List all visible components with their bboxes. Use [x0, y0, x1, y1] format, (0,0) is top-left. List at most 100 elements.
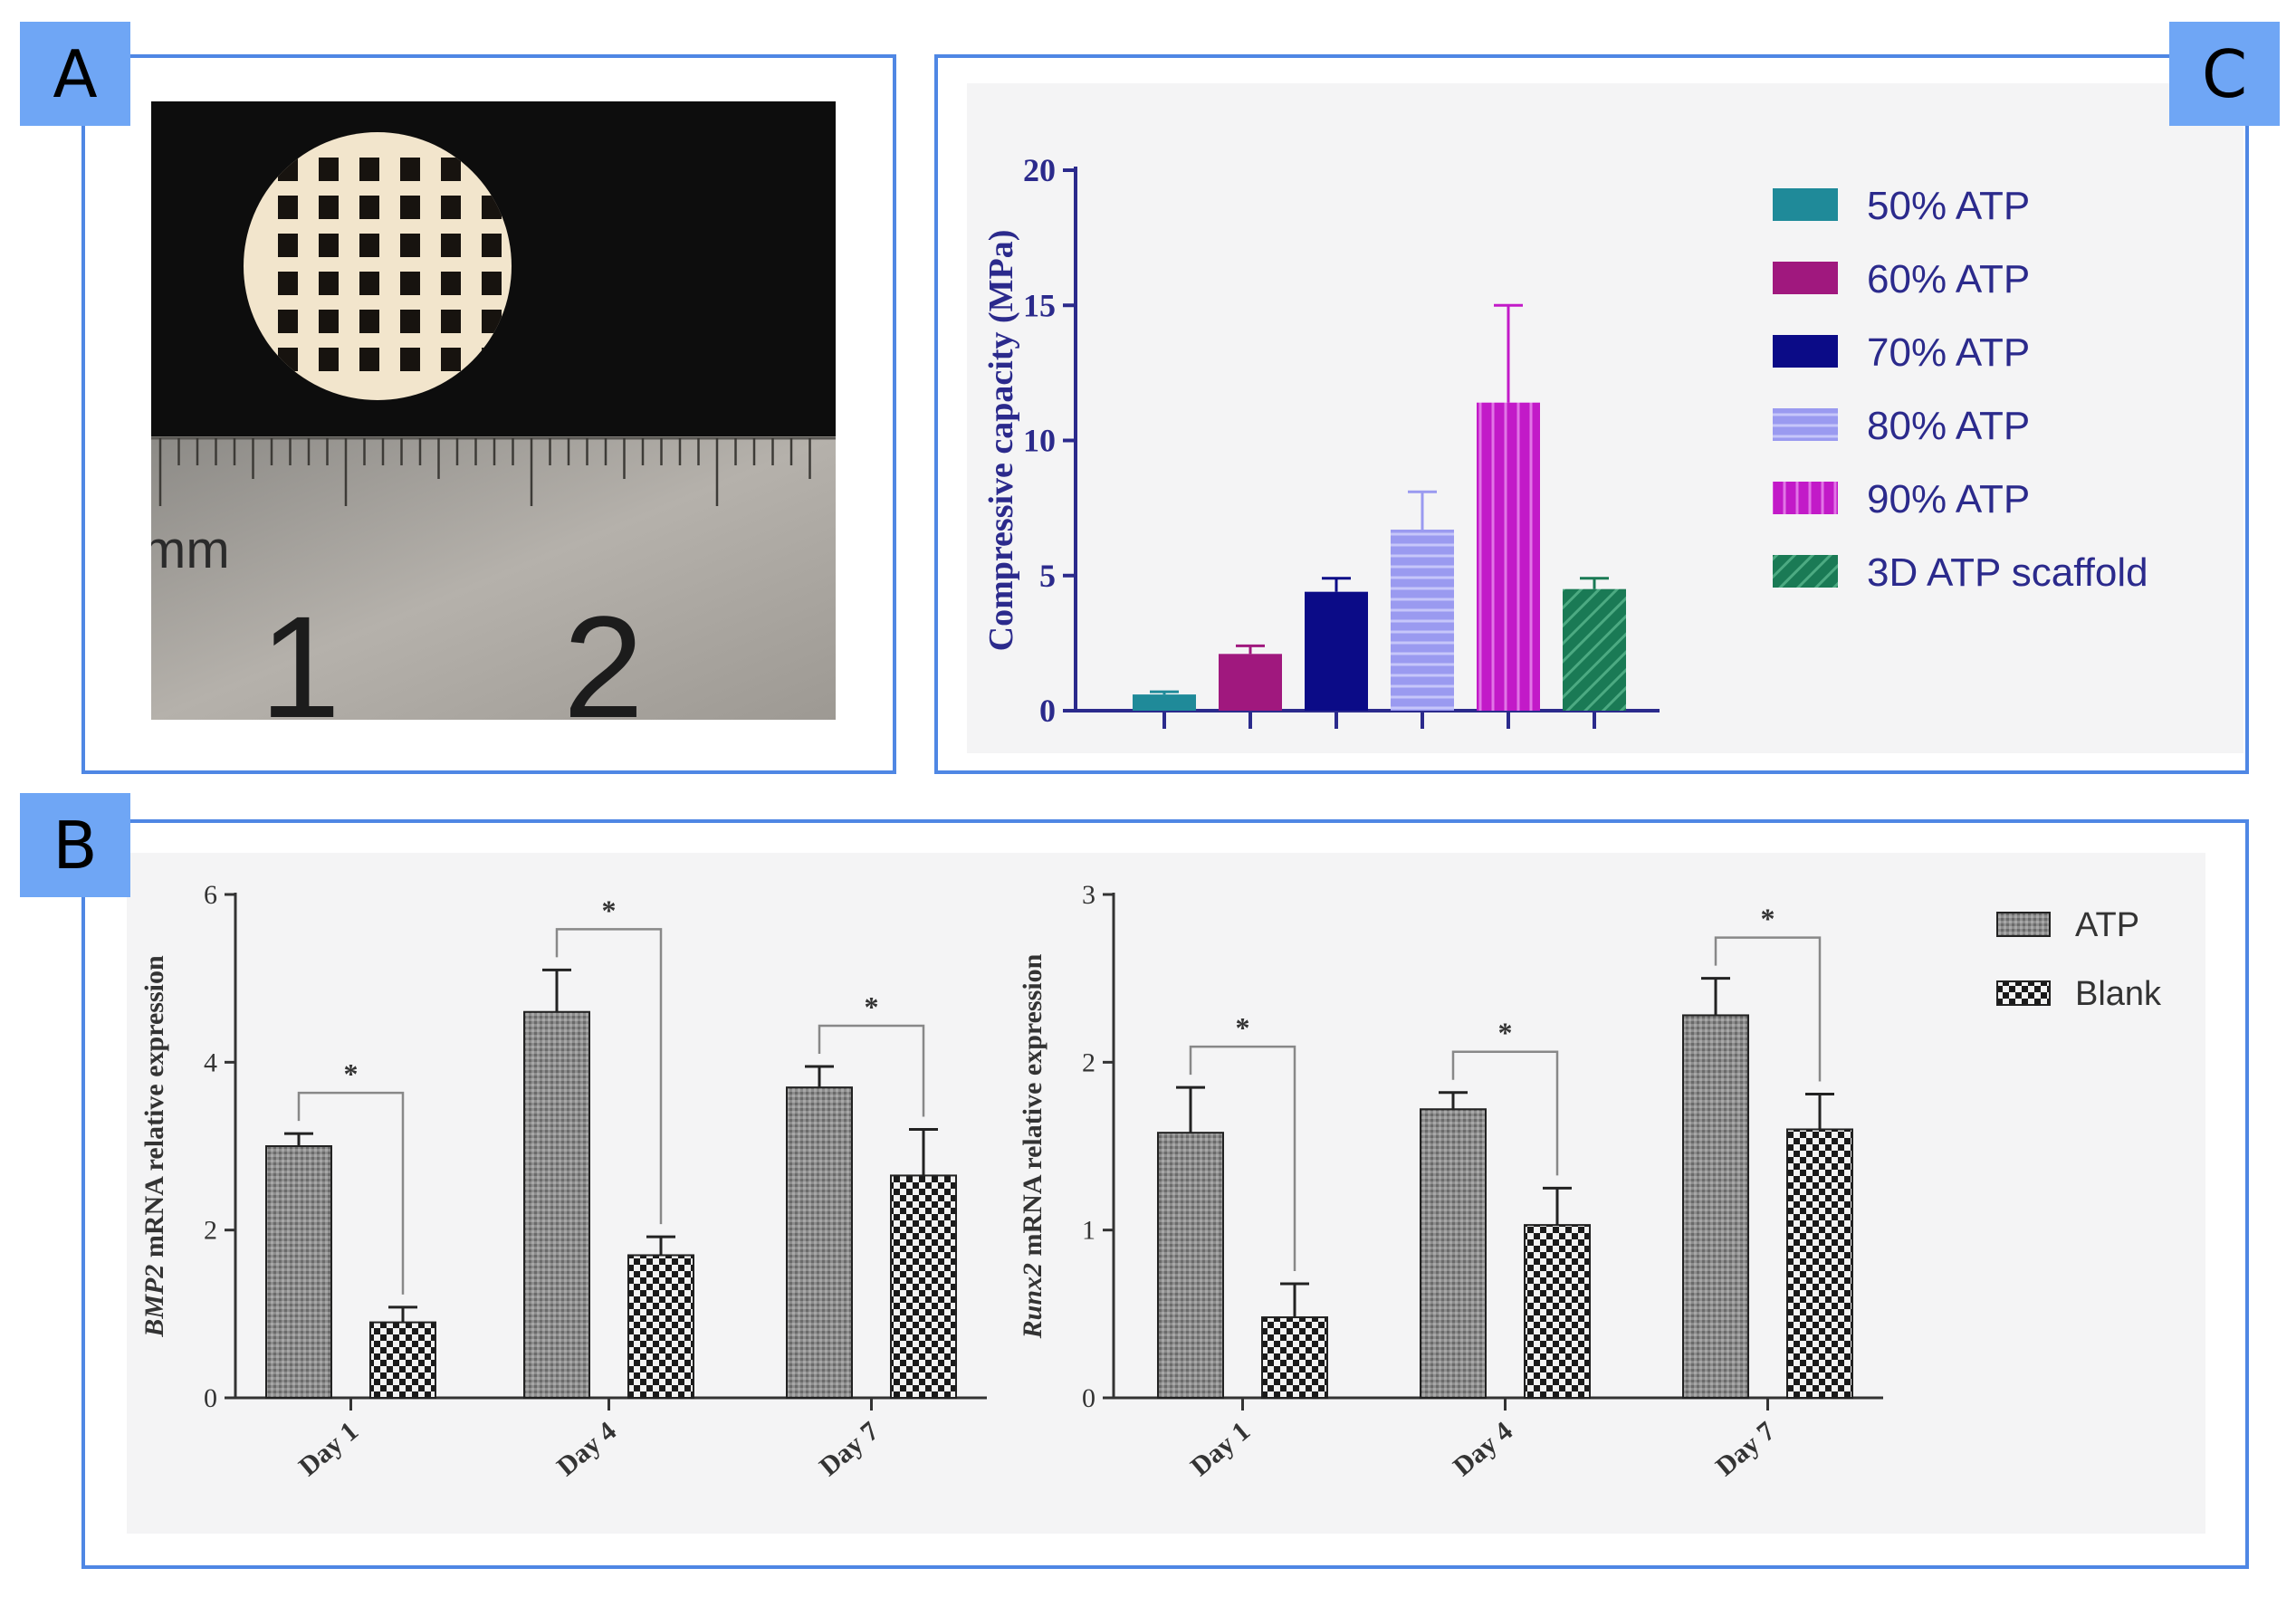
x-tick-label: Day 1 — [1185, 1416, 1256, 1482]
legend-label: 50% ATP — [1867, 184, 2030, 228]
y-axis-label: Compressive capacity (MPa) — [982, 230, 1020, 652]
scaffold-hole — [400, 234, 420, 257]
y-axis-label: Runx2 mRNA relative expression — [1018, 953, 1048, 1339]
y-tick-label: 15 — [1023, 287, 1056, 323]
bar-blank — [1261, 1316, 1328, 1399]
panel-b-label: B — [20, 793, 130, 897]
y-tick-label: 0 — [1082, 1383, 1095, 1413]
bar-70-atp — [1305, 591, 1368, 711]
ruler-unit: mm — [151, 521, 230, 579]
significance-bracket — [1451, 1050, 1559, 1176]
scaffold-hole — [319, 348, 339, 371]
scaffold-hole — [319, 272, 339, 295]
panel-c-label: C — [2169, 22, 2280, 126]
x-tick-label: Day 4 — [1448, 1416, 1518, 1482]
chart-mrna-expression: 0 2 4 6 BMP2 mRNA relative expression * Day 1 *… — [139, 880, 2162, 1482]
y-axis-label-gene: Runx2 — [1018, 1263, 1048, 1339]
significance-star: * — [865, 990, 879, 1023]
legend-label: Blank — [2075, 975, 2162, 1013]
legend-swatch — [1773, 555, 1838, 588]
significance-star: * — [1236, 1011, 1250, 1044]
scaffold-hole — [319, 158, 339, 181]
scaffold-hole — [400, 348, 420, 371]
scaffold-photo: mm 1 2 — [151, 101, 836, 720]
chart-compressive-capacity: 0 5 10 15 20 Compressive capacity (MPa) 50% AT… — [982, 152, 2148, 729]
scaffold-hole — [319, 310, 339, 333]
bar-atp — [1682, 1014, 1749, 1399]
significance-bracket — [555, 928, 663, 1225]
legend-label: 80% ATP — [1867, 404, 2030, 448]
significance-star: * — [602, 894, 617, 926]
scaffold-hole — [441, 196, 461, 219]
scaffold-hole — [278, 310, 298, 333]
bar-atp — [1157, 1132, 1224, 1399]
scaffold-hole — [319, 234, 339, 257]
x-tick-label: Day 7 — [1710, 1416, 1781, 1482]
scaffold-hole — [278, 272, 298, 295]
y-tick-label: 10 — [1023, 423, 1056, 459]
significance-star: * — [1498, 1017, 1513, 1049]
bar-80-atp — [1391, 530, 1454, 711]
legend-label: ATP — [2075, 906, 2139, 944]
scaffold-hole — [441, 234, 461, 257]
legend-swatch — [1773, 188, 1838, 221]
x-tick-label: Day 4 — [551, 1416, 622, 1482]
y-tick-label: 2 — [204, 1216, 217, 1246]
legend-swatch — [1773, 408, 1838, 441]
scaffold-hole — [278, 196, 298, 219]
significance-star: * — [1761, 903, 1775, 935]
y-tick-label: 0 — [204, 1383, 217, 1413]
y-tick-label: 4 — [204, 1047, 217, 1077]
x-tick-label: Day 1 — [293, 1416, 364, 1482]
bar-atp — [1420, 1108, 1487, 1399]
bar-blank — [1786, 1128, 1853, 1399]
legend-swatch — [1773, 335, 1838, 368]
legend-swatch — [1996, 912, 2051, 937]
y-axis-label-rest: mRNA relative expression — [1018, 953, 1048, 1263]
y-tick-label: 20 — [1023, 152, 1056, 188]
scaffold-hole — [400, 310, 420, 333]
x-tick-label: Day 7 — [814, 1416, 885, 1482]
bar-blank — [890, 1174, 957, 1399]
legend-swatch — [1773, 482, 1838, 514]
significance-bracket — [818, 1024, 925, 1117]
scaffold-disc — [244, 132, 512, 400]
bar-3d-atp-scaffold — [1563, 588, 1626, 711]
scaffold-hole — [482, 272, 502, 295]
scaffold-hole — [441, 272, 461, 295]
legend-swatch — [1773, 262, 1838, 294]
bar-blank — [369, 1321, 436, 1399]
legend-label: 60% ATP — [1867, 257, 2030, 301]
ruler-ticks — [151, 436, 836, 506]
bar-60-atp — [1219, 654, 1282, 711]
bar-atp — [786, 1086, 853, 1399]
bar-atp — [265, 1145, 332, 1399]
legend-label: 70% ATP — [1867, 330, 2030, 375]
scaffold-hole — [482, 234, 502, 257]
legend-label: 90% ATP — [1867, 477, 2030, 521]
bar-blank — [1524, 1224, 1591, 1399]
panel-a-label: A — [20, 22, 130, 126]
scaffold-hole — [400, 196, 420, 219]
significance-bracket — [1189, 1045, 1296, 1271]
scaffold-hole — [359, 234, 379, 257]
significance-bracket — [1714, 936, 1822, 1082]
scaffold-hole — [359, 310, 379, 333]
ruler-number-1: 1 — [260, 586, 340, 720]
scaffold-hole — [482, 310, 502, 333]
y-tick-label: 6 — [204, 880, 217, 910]
y-axis-label-gene: BMP2 — [139, 1265, 169, 1338]
bar-atp — [523, 1010, 590, 1399]
bar-blank — [627, 1254, 694, 1400]
bar-90-atp — [1477, 402, 1540, 711]
legend-label: 3D ATP scaffold — [1867, 550, 2148, 595]
scaffold-hole — [441, 310, 461, 333]
scaffold-hole — [359, 196, 379, 219]
scaffold-hole — [400, 158, 420, 181]
y-tick-label: 3 — [1082, 880, 1095, 910]
scaffold-hole — [441, 158, 461, 181]
scaffold-photo-drawing: mm 1 2 — [151, 101, 836, 720]
legend-swatch — [1996, 980, 2051, 1006]
scaffold-hole — [441, 348, 461, 371]
y-tick-label: 1 — [1082, 1216, 1095, 1246]
